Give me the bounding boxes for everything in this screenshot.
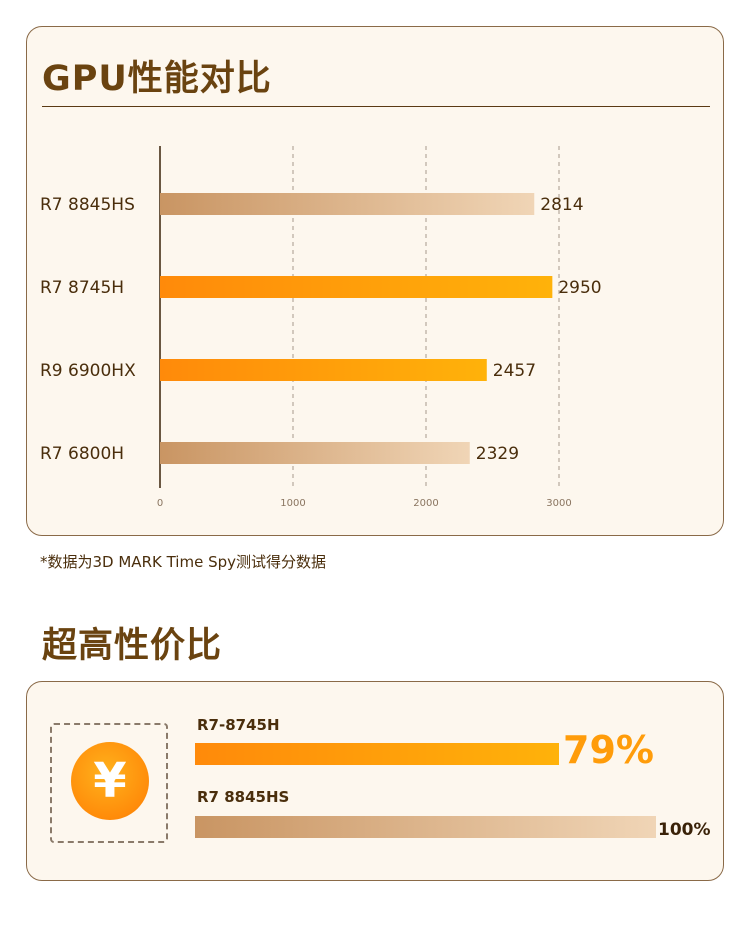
x-tick-label: 0 (157, 498, 163, 509)
value-label: 2814 (540, 195, 583, 215)
value-bar-label-8845hs: R7 8845HS (197, 788, 290, 806)
value-bar-label-8745h: R7-8745H (197, 716, 280, 734)
bar-r7-6800h (160, 442, 470, 464)
coin-frame (50, 723, 168, 843)
gpu-section-title: GPU性能对比 (42, 59, 272, 99)
footnote: *数据为3D MARK Time Spy测试得分数据 (40, 553, 326, 571)
bar-r9-6900hx (160, 359, 487, 381)
title-divider (42, 106, 710, 107)
bar-r7-8745h (160, 276, 553, 298)
x-tick-label: 2000 (413, 498, 438, 509)
value-label: 2950 (558, 278, 601, 298)
value-label: 2457 (493, 361, 536, 381)
category-label: R9 6900HX (40, 361, 136, 381)
category-label: R7 8845HS (40, 195, 135, 215)
value-bar-value-8745h: 79% (563, 728, 654, 772)
category-label: R7 8745H (40, 278, 124, 298)
x-tick-label: 3000 (546, 498, 571, 509)
value-section-title: 超高性价比 (42, 626, 223, 666)
value-bar-8845hs (195, 816, 656, 838)
category-label: R7 6800H (40, 444, 124, 464)
gpu-bar-chart: 0 1000 2000 3000 R7 8845HS 2814 R7 8745H 2950 R9… (40, 146, 602, 509)
yen-coin-icon: ¥ (71, 742, 149, 820)
value-label: 2329 (476, 444, 519, 464)
yen-glyph: ¥ (93, 753, 127, 809)
value-bar-8745h (195, 743, 560, 765)
bar-r7-8845hs (160, 193, 535, 215)
x-tick-label: 1000 (280, 498, 305, 509)
value-bar-value-8845hs: 100% (658, 820, 711, 840)
